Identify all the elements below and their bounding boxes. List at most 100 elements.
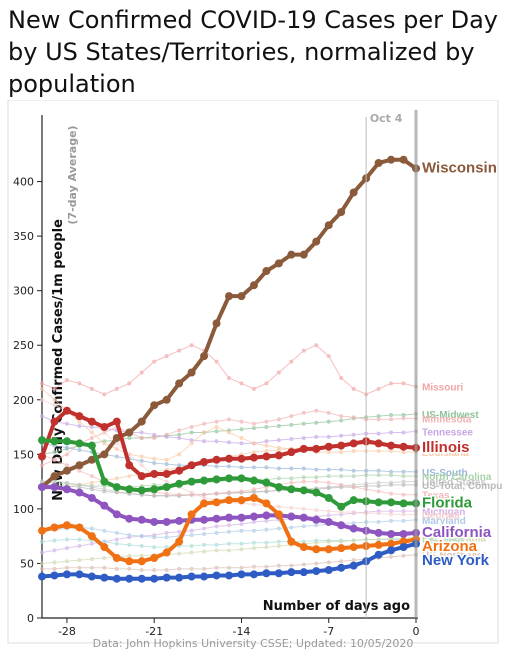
data-point <box>150 485 159 494</box>
y-tick-label: 400 <box>13 176 34 189</box>
data-point <box>189 441 194 446</box>
data-point <box>301 562 306 567</box>
data-point <box>150 469 159 478</box>
data-point <box>164 354 169 359</box>
data-point <box>102 430 107 435</box>
data-point <box>351 510 356 515</box>
data-point <box>339 510 344 515</box>
data-point <box>114 476 119 481</box>
data-point <box>264 425 269 430</box>
data-point <box>64 480 69 485</box>
data-point <box>152 432 157 437</box>
data-point <box>326 513 331 518</box>
data-point <box>274 510 283 519</box>
data-point <box>339 418 344 423</box>
data-point <box>289 505 294 510</box>
data-point <box>40 463 44 468</box>
data-point <box>177 435 182 440</box>
data-point <box>125 461 134 470</box>
series-label: Missouri <box>422 383 463 394</box>
data-point <box>137 557 146 566</box>
data-point <box>401 430 406 435</box>
data-point <box>264 449 269 454</box>
data-point <box>77 468 82 473</box>
data-point <box>187 477 196 486</box>
data-point <box>239 565 244 570</box>
data-point <box>374 528 383 537</box>
data-point <box>287 448 296 457</box>
data-point <box>214 565 219 570</box>
data-point <box>225 571 233 580</box>
data-point <box>324 493 333 502</box>
data-point <box>326 450 331 455</box>
data-point <box>52 397 57 402</box>
data-point <box>262 478 271 487</box>
chart-title: New Confirmed COVID-19 Cases per Day by … <box>8 6 498 98</box>
data-point <box>389 509 394 514</box>
data-point <box>339 482 344 487</box>
data-point <box>52 538 57 543</box>
data-point <box>339 467 344 472</box>
data-point <box>64 421 69 426</box>
series-label: US-West <box>422 535 464 546</box>
data-point <box>187 572 196 581</box>
data-point <box>52 403 57 408</box>
data-point <box>249 512 258 521</box>
data-point <box>251 519 256 524</box>
data-point <box>162 573 171 582</box>
data-point <box>326 509 331 514</box>
data-point <box>139 454 144 459</box>
data-point <box>351 521 356 526</box>
data-point <box>401 381 406 386</box>
data-point <box>52 548 57 553</box>
data-point <box>189 566 194 571</box>
data-point <box>77 558 82 563</box>
data-point <box>38 436 46 445</box>
data-point <box>376 537 381 542</box>
series-label: Maryland <box>422 516 466 527</box>
data-point <box>387 529 396 538</box>
data-point <box>301 410 306 415</box>
data-point <box>152 461 157 466</box>
data-point <box>214 530 219 535</box>
data-point <box>164 530 169 535</box>
data-point <box>314 420 319 425</box>
data-point <box>227 375 231 380</box>
data-point <box>289 437 294 442</box>
data-point <box>112 574 121 583</box>
data-point <box>399 442 408 451</box>
data-point <box>75 523 84 532</box>
data-point <box>299 568 308 577</box>
data-point <box>239 528 244 533</box>
data-point <box>112 417 121 426</box>
data-point <box>237 513 246 522</box>
data-point <box>212 455 221 464</box>
data-point <box>189 543 194 548</box>
series-label: Illinois <box>422 439 470 456</box>
data-point <box>339 539 344 544</box>
series-label: Wisconsin <box>422 159 497 176</box>
data-point <box>351 432 356 437</box>
data-point <box>399 529 408 538</box>
data-point <box>349 561 358 570</box>
data-point <box>399 543 408 552</box>
data-point <box>227 430 231 435</box>
data-point <box>274 259 283 268</box>
data-point <box>387 539 396 548</box>
data-point <box>137 486 146 495</box>
data-point <box>50 472 59 481</box>
data-point <box>276 370 281 375</box>
data-point <box>249 570 258 579</box>
data-point <box>239 427 244 432</box>
data-point <box>50 437 59 446</box>
data-point <box>262 569 271 578</box>
data-point <box>212 498 221 507</box>
data-point <box>89 480 94 485</box>
data-point <box>276 417 281 422</box>
data-point <box>301 421 306 426</box>
data-point <box>114 537 119 542</box>
data-point <box>237 292 246 301</box>
data-point <box>239 441 244 446</box>
data-point <box>137 472 146 481</box>
data-point <box>249 281 258 290</box>
